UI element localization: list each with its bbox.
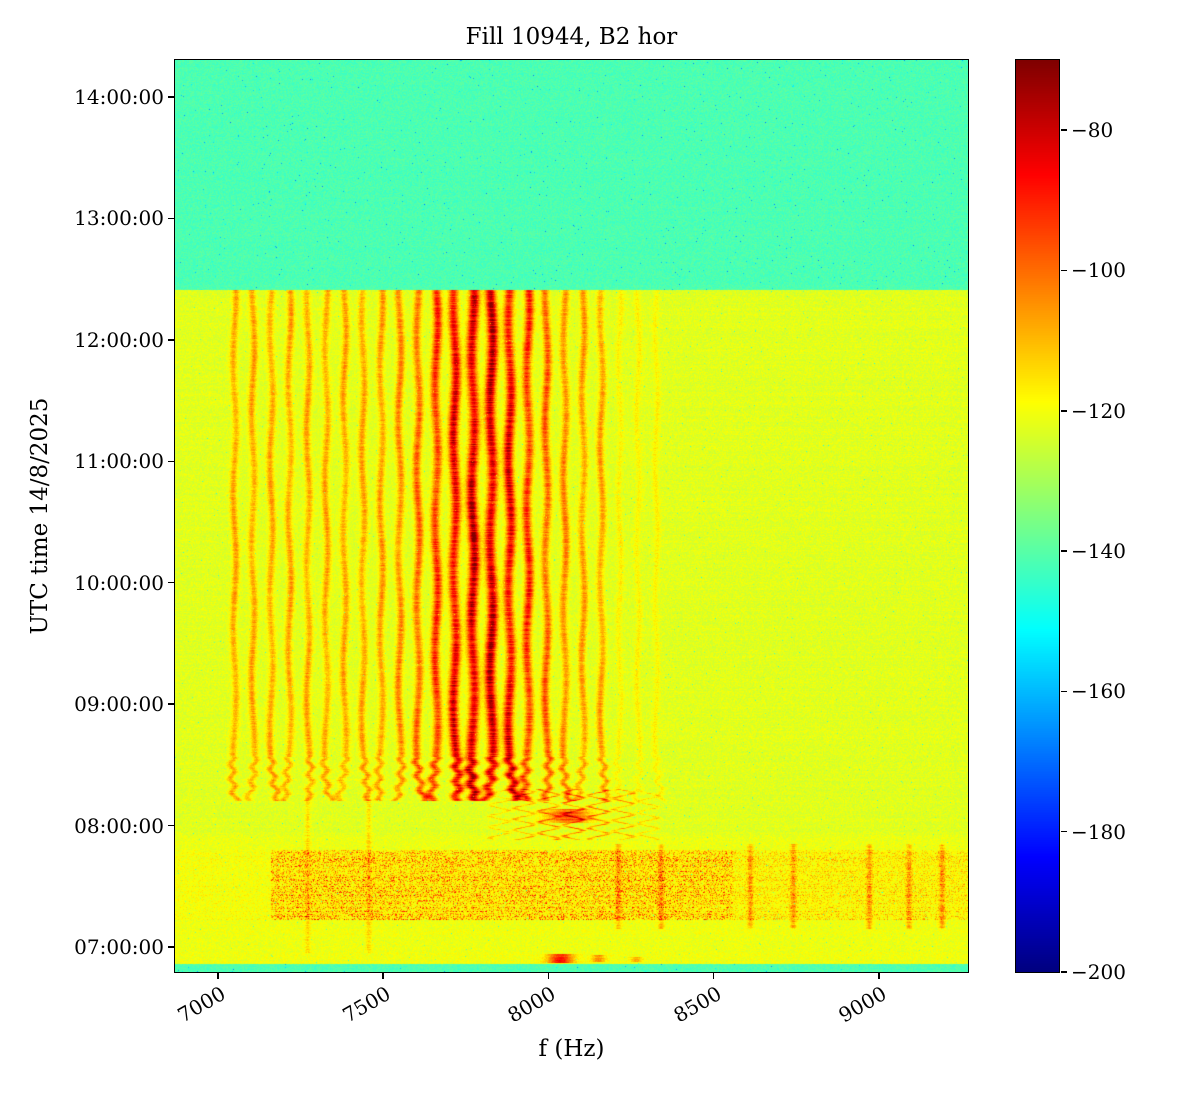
x-tick-mark bbox=[547, 973, 550, 979]
colorbar-tick-mark bbox=[1061, 830, 1067, 833]
y-tick-label: 09:00:00 bbox=[74, 692, 164, 717]
colorbar-tick-label: −80 bbox=[1071, 118, 1114, 143]
y-tick-mark bbox=[168, 581, 174, 584]
y-tick-mark bbox=[168, 946, 174, 948]
y-tick-mark bbox=[168, 460, 174, 463]
colorbar-tick-mark bbox=[1061, 410, 1067, 412]
colorbar bbox=[1015, 59, 1060, 973]
spectrogram-canvas bbox=[175, 60, 968, 972]
colorbar-tick-mark bbox=[1061, 690, 1067, 693]
y-tick-mark bbox=[168, 703, 174, 705]
colorbar-tick-label: −140 bbox=[1071, 539, 1126, 564]
colorbar-tick-mark bbox=[1061, 129, 1067, 131]
y-tick-label: 12:00:00 bbox=[74, 327, 164, 352]
x-tick-mark bbox=[382, 973, 384, 979]
y-tick-label: 10:00:00 bbox=[74, 570, 164, 595]
colorbar-tick-mark bbox=[1061, 971, 1067, 973]
colorbar-tick-label: −180 bbox=[1071, 819, 1126, 844]
x-tick-mark bbox=[712, 973, 715, 979]
colorbar-canvas bbox=[1016, 60, 1059, 972]
colorbar-tick-label: −200 bbox=[1071, 960, 1126, 984]
x-tick-mark bbox=[217, 973, 219, 979]
colorbar-tick-mark bbox=[1061, 269, 1067, 272]
chart-title: Fill 10944, B2 hor bbox=[465, 24, 678, 50]
y-tick-mark bbox=[168, 824, 174, 827]
plot-area bbox=[174, 59, 969, 973]
x-tick-mark bbox=[878, 973, 880, 979]
y-tick-label: 11:00:00 bbox=[74, 449, 164, 474]
y-tick-mark bbox=[168, 217, 174, 220]
y-tick-label: 13:00:00 bbox=[74, 206, 164, 231]
x-axis-label: f (Hz) bbox=[538, 1036, 605, 1062]
colorbar-tick-label: −100 bbox=[1071, 258, 1126, 283]
y-tick-label: 14:00:00 bbox=[74, 85, 164, 110]
y-tick-mark bbox=[168, 96, 174, 98]
colorbar-tick-mark bbox=[1061, 550, 1067, 552]
y-axis-label: UTC time 14/8/2025 bbox=[27, 397, 53, 635]
colorbar-tick-label: −160 bbox=[1071, 679, 1126, 704]
y-tick-mark bbox=[168, 339, 174, 341]
colorbar-tick-label: −120 bbox=[1071, 398, 1126, 423]
y-tick-label: 07:00:00 bbox=[74, 934, 164, 959]
y-tick-label: 08:00:00 bbox=[74, 813, 164, 838]
